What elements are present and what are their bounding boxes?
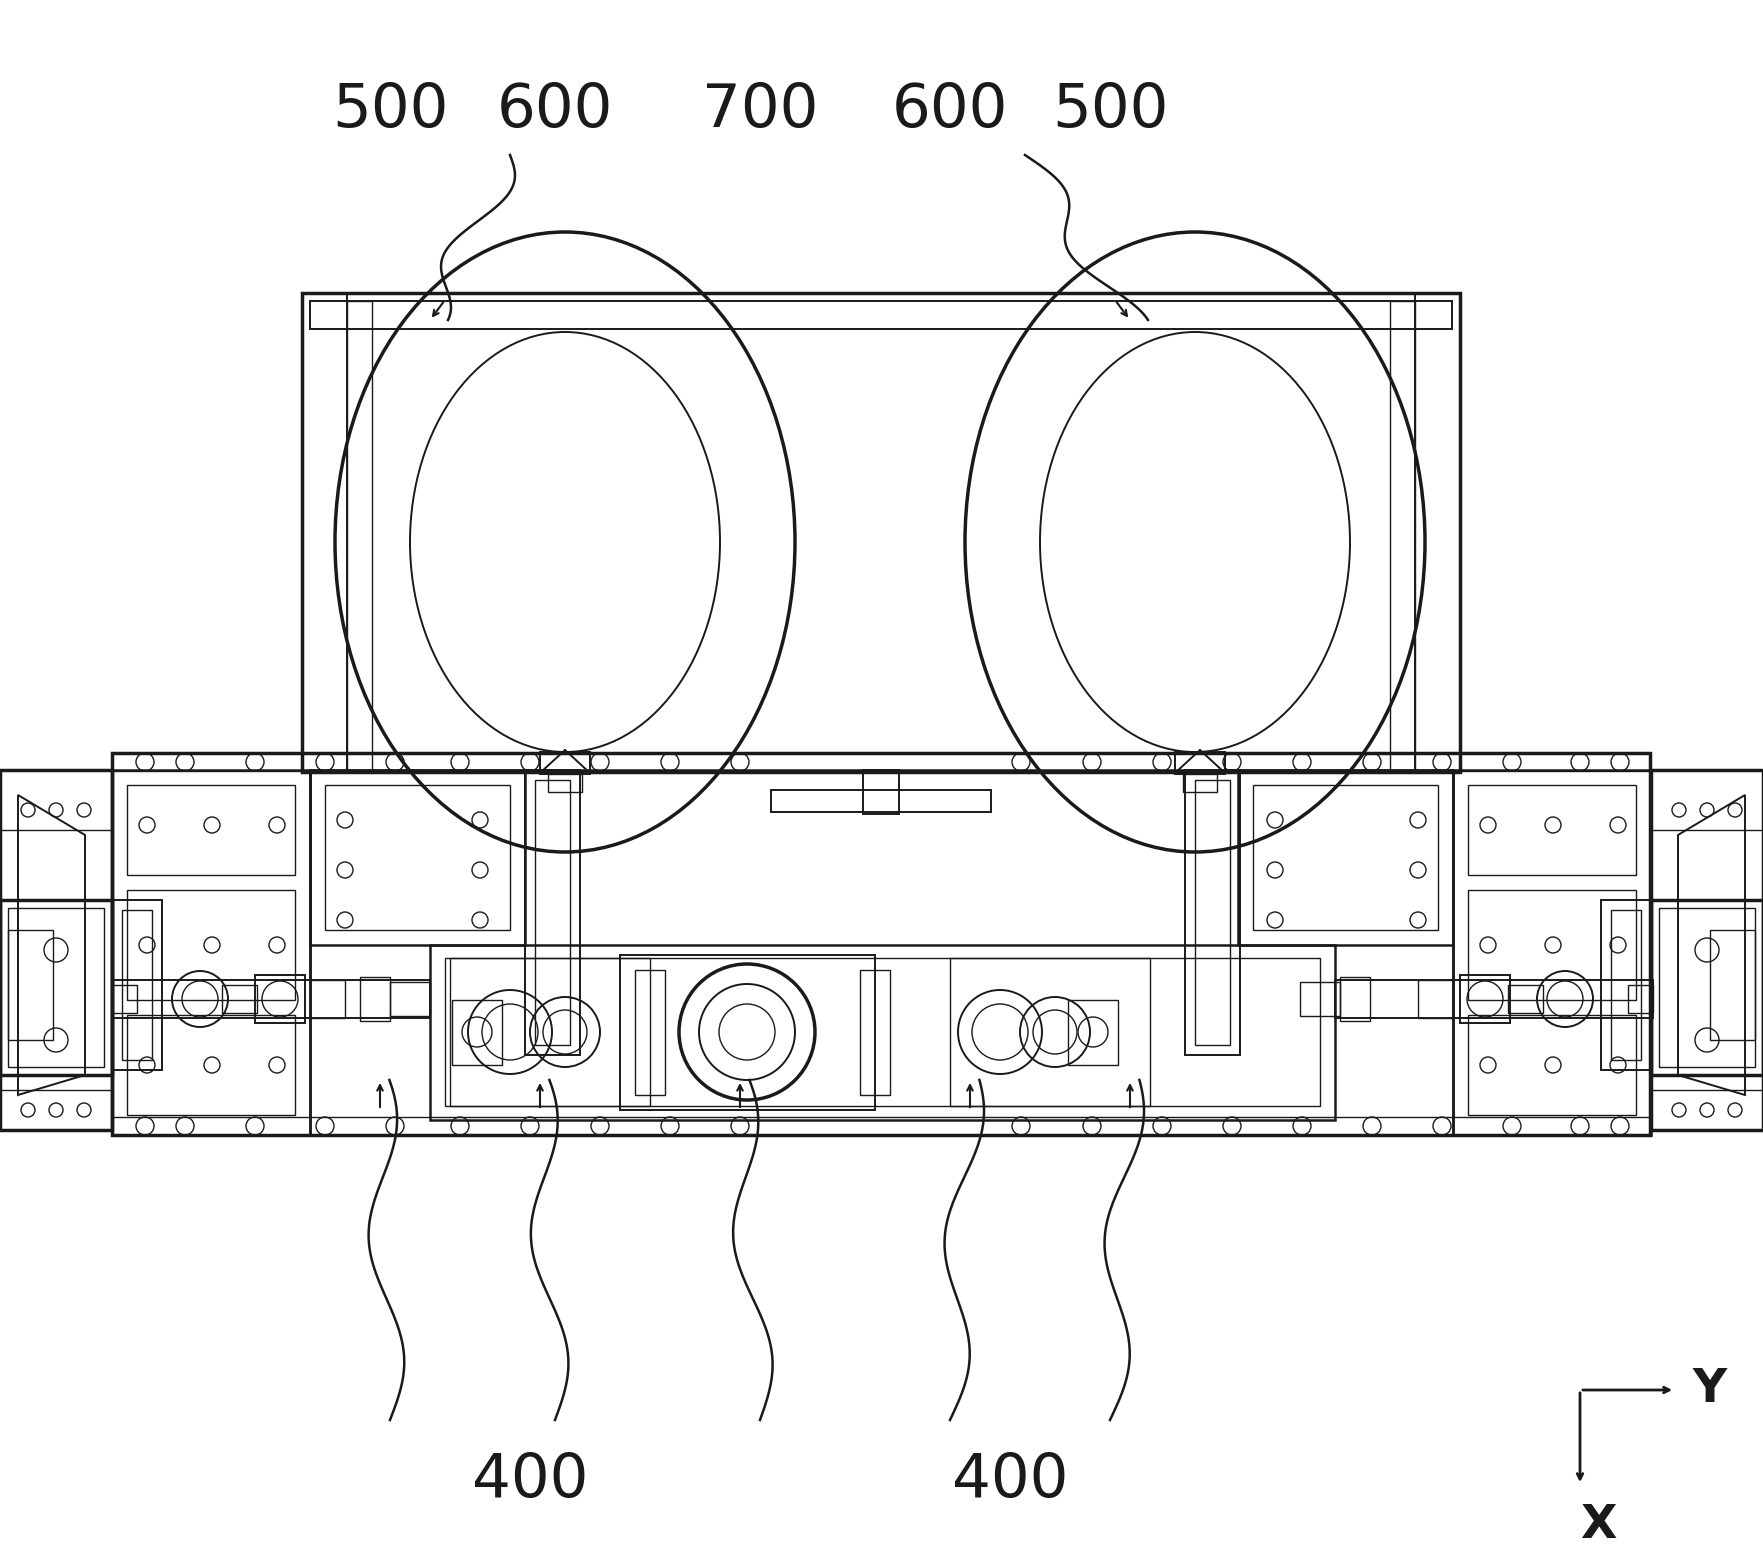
Bar [1253, 785, 1439, 929]
Bar [390, 983, 430, 1015]
Bar [113, 979, 430, 1019]
Bar [1650, 769, 1763, 1130]
Text: 400: 400 [952, 1451, 1068, 1509]
Bar [864, 769, 899, 813]
Bar [1611, 910, 1641, 1059]
Text: 600: 600 [497, 80, 614, 139]
Text: 600: 600 [892, 80, 1008, 139]
Bar [9, 929, 53, 1040]
Bar [360, 976, 390, 1022]
Bar [113, 899, 162, 1070]
Bar [534, 780, 569, 1045]
Text: 400: 400 [472, 1451, 589, 1509]
Bar [1174, 752, 1225, 774]
Bar [113, 986, 138, 1012]
Bar [1389, 301, 1416, 773]
Bar [1469, 890, 1636, 1000]
Bar [1453, 769, 1650, 1135]
Bar [1185, 769, 1239, 1055]
Text: 500: 500 [331, 80, 448, 139]
Bar [113, 769, 310, 1135]
Bar [450, 957, 651, 1106]
Bar [430, 945, 1335, 1120]
Bar [1659, 907, 1754, 1067]
Bar [9, 907, 104, 1067]
Bar [1299, 983, 1340, 1015]
Bar [0, 899, 113, 1075]
Bar [347, 301, 372, 773]
Bar [0, 769, 113, 1130]
Bar [860, 970, 890, 1095]
Bar [621, 954, 874, 1109]
Bar [127, 1015, 294, 1116]
Bar [539, 752, 591, 774]
Bar [310, 769, 1453, 1135]
Bar [1601, 899, 1650, 1070]
Bar [1507, 986, 1543, 1012]
Bar [301, 293, 1460, 773]
Bar [1417, 979, 1453, 1019]
Bar [1710, 929, 1754, 1040]
Bar [1068, 1000, 1118, 1066]
Bar [1469, 1015, 1636, 1116]
Bar [525, 769, 580, 1055]
Text: 500: 500 [1053, 80, 1169, 139]
Bar [222, 986, 257, 1012]
Text: 700: 700 [702, 80, 818, 139]
Bar [1416, 293, 1460, 773]
Bar [256, 975, 305, 1023]
Bar [1183, 774, 1216, 791]
Bar [127, 890, 294, 1000]
Bar [548, 774, 582, 791]
Bar [444, 957, 1320, 1106]
Bar [1627, 986, 1654, 1012]
Bar [1460, 975, 1509, 1023]
Bar [1195, 780, 1231, 1045]
Bar [1238, 769, 1453, 945]
Bar [127, 785, 294, 874]
Text: Y: Y [1692, 1368, 1728, 1412]
Bar [113, 754, 1650, 1135]
Bar [310, 301, 1453, 329]
Bar [301, 293, 347, 773]
Bar [635, 970, 665, 1095]
Bar [451, 1000, 502, 1066]
Bar [950, 957, 1149, 1106]
Text: X: X [1580, 1503, 1617, 1548]
Bar [1469, 785, 1636, 874]
Bar [1335, 979, 1654, 1019]
Bar [770, 790, 991, 812]
Bar [1650, 899, 1763, 1075]
Bar [122, 910, 152, 1059]
Bar [1340, 976, 1370, 1022]
Bar [324, 785, 510, 929]
Bar [310, 979, 346, 1019]
Bar [310, 769, 525, 945]
